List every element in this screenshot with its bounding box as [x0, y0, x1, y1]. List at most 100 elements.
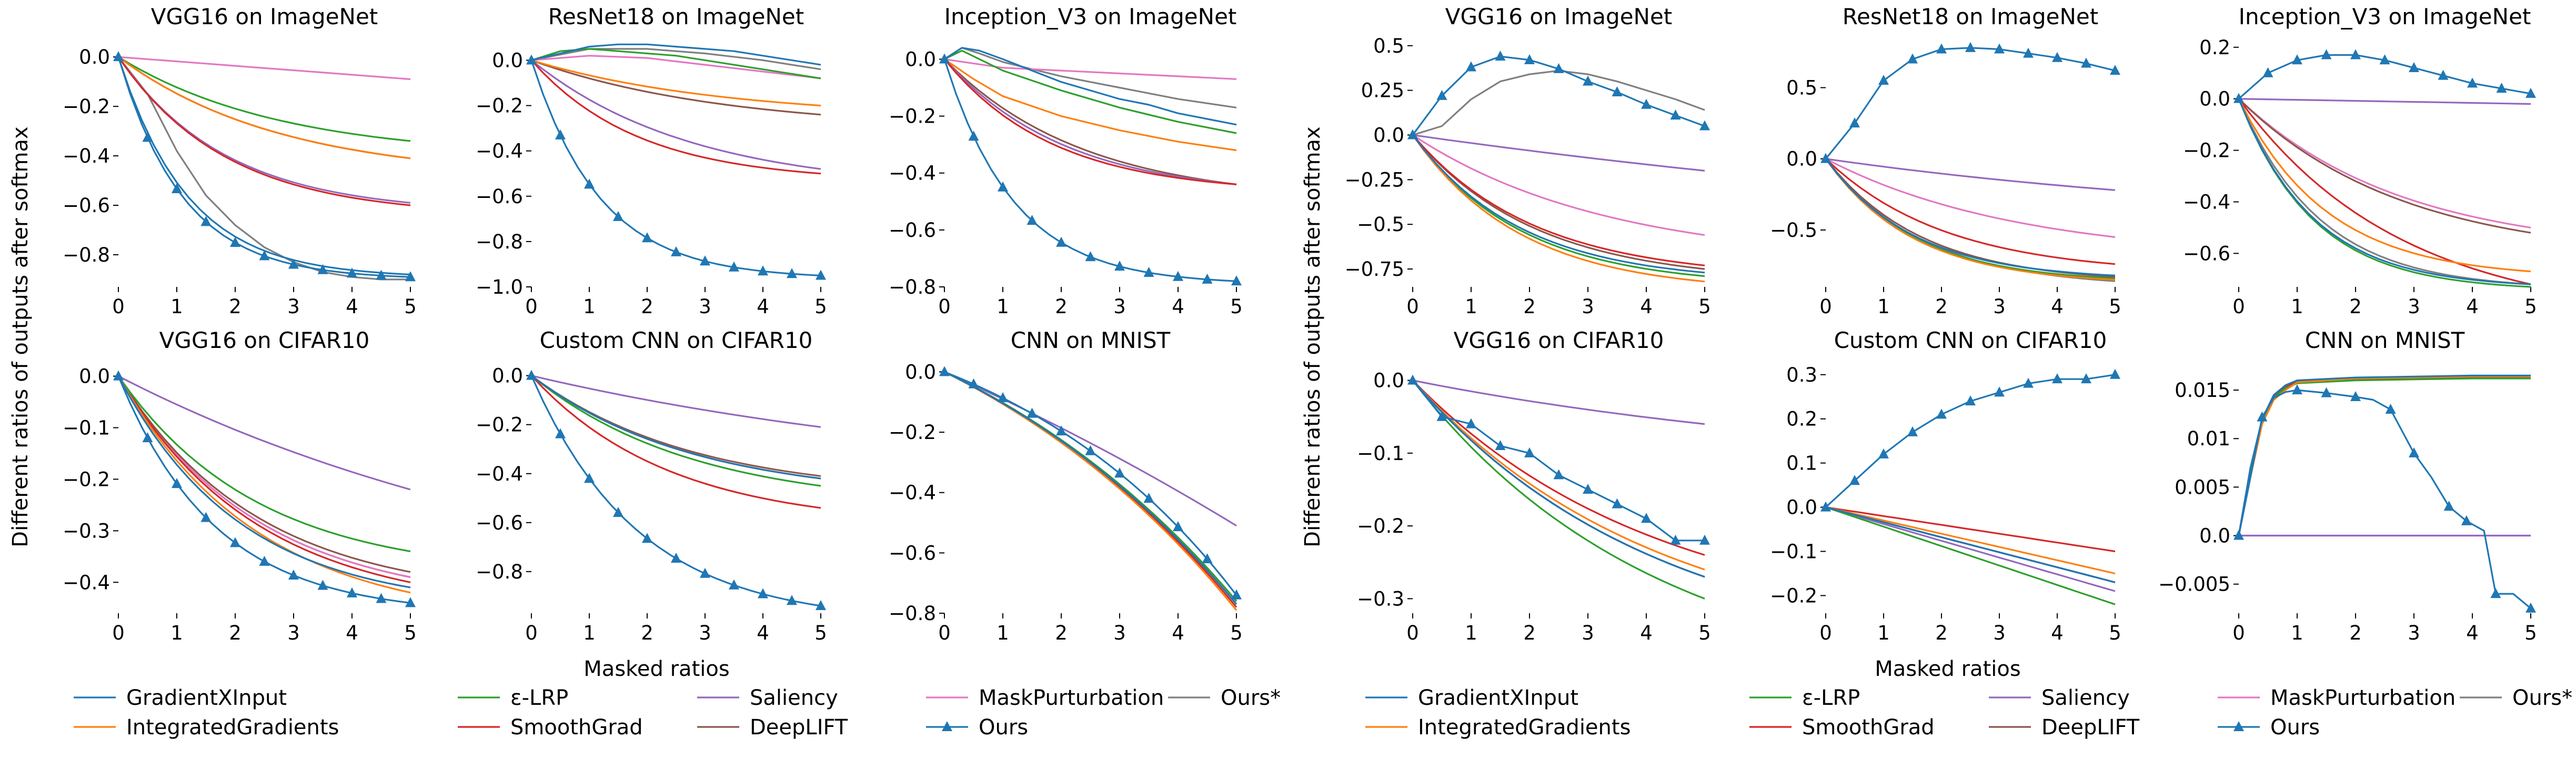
y-tick-label: 0.0 — [492, 365, 523, 387]
ours-marker — [2496, 83, 2507, 93]
ours-marker — [405, 597, 416, 607]
series-line-dl — [117, 375, 411, 573]
ours-marker — [642, 533, 652, 543]
ours-marker — [1907, 53, 1918, 64]
ours-marker — [1495, 51, 1506, 61]
series-line-gxi — [1412, 380, 1705, 578]
y-tick-label: −0.4 — [889, 482, 936, 504]
ours-marker — [2409, 447, 2419, 457]
ours-marker — [671, 246, 681, 256]
series-line-sg — [530, 59, 821, 175]
x-tick-label: 5 — [1230, 295, 1243, 318]
subplot-6: CNN on MNIST 0.0 −0.2 −0.4 −0.6 −0.80 1 2 3 4 5 — [889, 327, 1243, 644]
y-tick-label: 0.5 — [1373, 35, 1404, 57]
subplot-3: Inception_V3 on ImageNet 0.0 −0.2 −0.4 −0.6 −… — [889, 4, 1243, 318]
ours-marker — [1027, 407, 1038, 418]
y-tick-label: −0.2 — [476, 414, 523, 436]
y-tick-label: 0.0 — [1373, 124, 1404, 146]
x-tick-label: 5 — [1230, 622, 1243, 644]
ours-marker — [1056, 425, 1066, 436]
legend-item-sal: Saliency — [697, 686, 838, 710]
series-line-sal — [1412, 380, 1705, 425]
y-tick-label: −0.6 — [476, 512, 523, 534]
series-line-sg — [2238, 375, 2531, 536]
ours-marker — [317, 580, 328, 590]
ours-marker — [787, 268, 797, 278]
legend-label: SmoothGrad — [1802, 715, 1935, 740]
y-tick-label: −0.8 — [476, 561, 523, 583]
series-line-gxi — [2238, 98, 2531, 285]
ours-marker — [758, 265, 768, 276]
legend-item-sg: SmoothGrad — [458, 715, 643, 740]
ours-marker — [729, 261, 739, 272]
y-tick-label: −0.5 — [1357, 213, 1404, 236]
legend-label: MaskPurturbation — [2270, 686, 2456, 710]
ours-marker — [230, 537, 240, 547]
ours-marker — [1699, 120, 1710, 131]
x-tick-label: 5 — [2109, 295, 2121, 318]
x-tick-label: 3 — [1113, 622, 1126, 644]
subplot-title: VGG16 on ImageNet — [151, 4, 378, 29]
series-line-gxi — [944, 371, 1237, 605]
ours-marker — [1849, 475, 1860, 485]
y-tick-label: 0.0 — [1373, 370, 1404, 392]
series-line-mp — [1412, 134, 1705, 236]
x-tick-label: 0 — [2232, 295, 2245, 318]
series-line-sg — [530, 375, 821, 509]
series-line-sal — [2238, 98, 2531, 105]
ours-marker — [230, 237, 240, 247]
subplot-title: VGG16 on CIFAR10 — [1454, 327, 1664, 353]
x-tick-label: 3 — [699, 622, 711, 644]
ours-marker — [2110, 368, 2120, 379]
series-line-dl — [944, 371, 1237, 605]
x-tick-label: 2 — [1523, 622, 1536, 644]
x-tick-label: 3 — [1582, 295, 1594, 318]
series-line-lrp — [1825, 506, 2116, 605]
ours-marker — [1583, 75, 1593, 86]
ours-marker — [200, 216, 212, 226]
ours-marker — [1907, 426, 1918, 436]
legend-item-ours: Ours — [2218, 715, 2320, 740]
series-line-sal — [531, 59, 821, 170]
series-line-ig — [531, 375, 821, 480]
legend-left: GradientXInput IntegratedGradients ε-LRP Sm… — [74, 686, 1281, 740]
series-line-ig — [2238, 98, 2531, 273]
legend-item-ig: IntegratedGradients — [1365, 715, 1631, 740]
series-line-mp — [531, 55, 821, 79]
ours-marker — [998, 392, 1008, 403]
legend-item-ours: Ours — [926, 715, 1028, 740]
subplot-title: Custom CNN on CIFAR10 — [540, 327, 813, 353]
y-tick-label: 0.005 — [2175, 476, 2230, 498]
y-tick-label: −0.4 — [476, 463, 523, 485]
series-line-ig — [2238, 375, 2531, 536]
ours-marker — [1670, 109, 1681, 120]
x-tick-label: 3 — [1582, 622, 1594, 644]
series-line-mp — [531, 375, 821, 480]
series-line-sg — [2238, 98, 2531, 285]
ours-marker — [405, 271, 416, 282]
legend-marker — [942, 721, 952, 731]
ours-marker — [1407, 374, 1418, 385]
legend-item-sal: Saliency — [1989, 686, 2130, 710]
series-line-oursstar — [531, 48, 821, 71]
ours-marker — [1173, 271, 1183, 281]
x-tick-label: 1 — [1877, 295, 1890, 318]
series-line-sg — [1825, 506, 2116, 553]
ours-marker — [642, 232, 652, 243]
y-tick-label: −0.4 — [476, 140, 523, 163]
ours-marker — [2443, 501, 2454, 511]
x-tick-label: 3 — [1993, 622, 2006, 644]
ours-marker — [2385, 403, 2396, 414]
y-tick-label: −0.25 — [1345, 168, 1404, 191]
y-tick-label: −0.2 — [63, 468, 110, 491]
x-axis-label-left: Masked ratios — [583, 657, 729, 681]
y-tick-label: 0.2 — [1786, 408, 1817, 431]
legend-group: GradientXInput IntegratedGradients ε-LRP Sm… — [74, 686, 2572, 740]
legend-label: IntegratedGradients — [126, 715, 339, 740]
x-tick-label: 5 — [2524, 622, 2537, 644]
y-tick-label: −0.1 — [63, 417, 110, 440]
series-line-dl — [118, 56, 411, 159]
ours-marker — [2467, 77, 2478, 88]
ours-marker — [142, 132, 153, 142]
ours-marker — [1085, 251, 1096, 262]
